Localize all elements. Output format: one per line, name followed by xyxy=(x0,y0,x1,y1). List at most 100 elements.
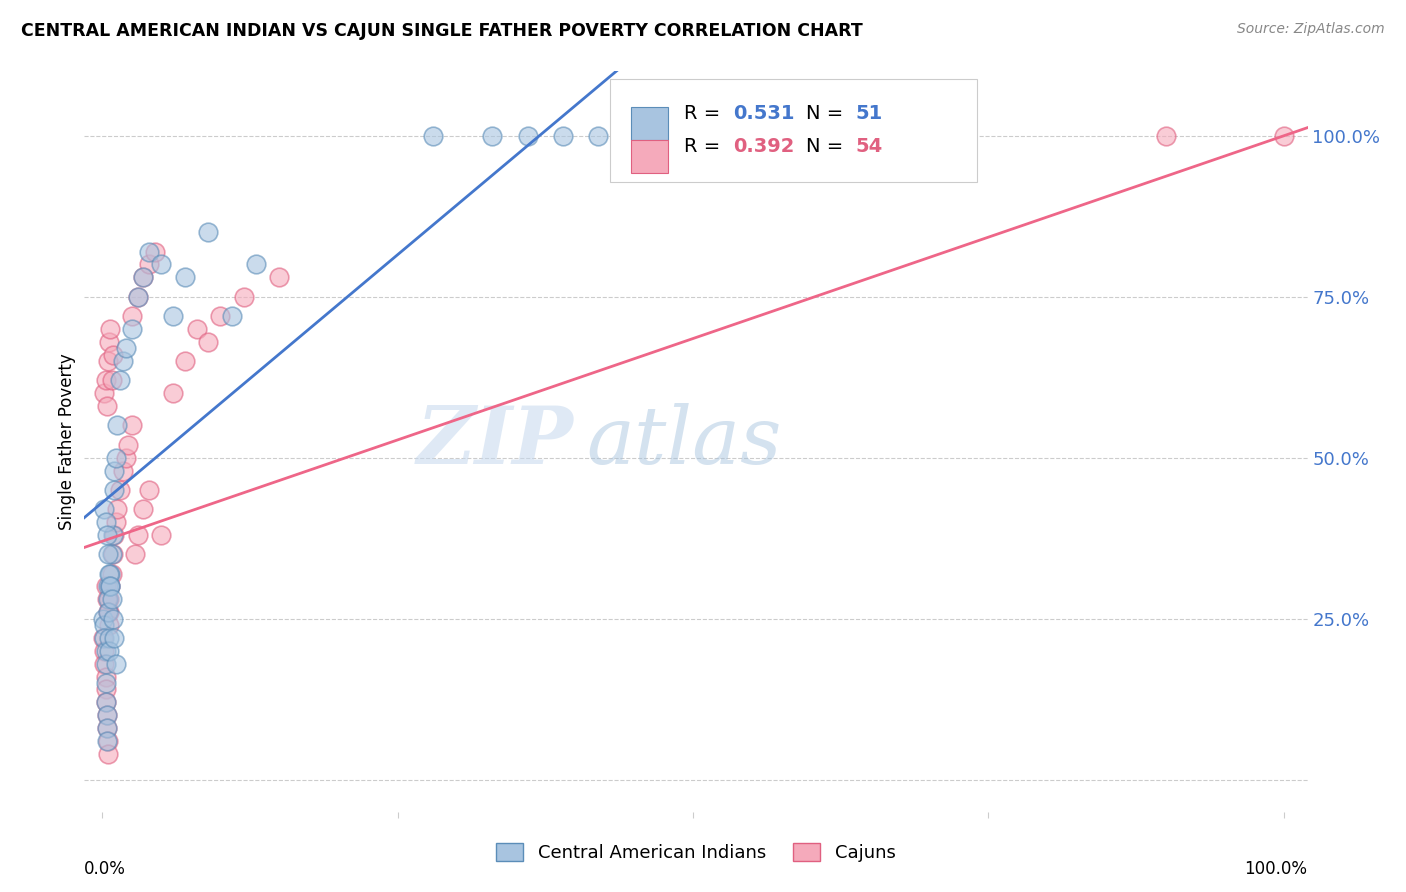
Point xyxy=(101,348,124,362)
Point xyxy=(121,418,143,433)
Point xyxy=(103,631,125,645)
Point xyxy=(98,579,121,593)
Point xyxy=(96,528,118,542)
Point xyxy=(98,566,121,581)
Point xyxy=(94,373,117,387)
Point xyxy=(186,322,208,336)
Point xyxy=(98,605,121,619)
Point xyxy=(93,386,115,401)
Point xyxy=(1272,128,1295,143)
Point xyxy=(94,669,117,683)
Text: R =: R = xyxy=(683,104,727,123)
Point xyxy=(97,547,120,561)
Point xyxy=(127,528,149,542)
Point xyxy=(94,682,117,697)
Point xyxy=(98,618,121,632)
Point xyxy=(112,354,135,368)
Point xyxy=(150,528,173,542)
Point xyxy=(112,463,135,477)
Point xyxy=(94,657,117,671)
Point xyxy=(143,244,166,259)
Point xyxy=(105,657,128,671)
Point xyxy=(173,354,195,368)
Text: N =: N = xyxy=(806,104,849,123)
Point xyxy=(100,373,122,387)
Point xyxy=(100,547,122,561)
Y-axis label: Single Father Poverty: Single Father Poverty xyxy=(58,353,76,530)
Point xyxy=(197,225,219,239)
Text: 0.392: 0.392 xyxy=(733,137,794,156)
Point xyxy=(103,463,125,477)
Text: 100.0%: 100.0% xyxy=(1244,860,1308,878)
Point xyxy=(97,605,120,619)
Point xyxy=(103,483,125,497)
Point xyxy=(97,592,120,607)
Point xyxy=(107,502,129,516)
Point xyxy=(132,502,155,516)
Point xyxy=(96,592,118,607)
Point xyxy=(91,611,114,625)
Point xyxy=(108,483,131,497)
Point xyxy=(162,386,184,401)
Point xyxy=(97,579,120,593)
Text: 54: 54 xyxy=(855,137,882,156)
Point xyxy=(117,438,139,452)
Point xyxy=(94,676,117,690)
Point xyxy=(96,708,118,723)
Point xyxy=(127,290,149,304)
Point xyxy=(97,354,120,368)
Point xyxy=(245,258,267,272)
Point xyxy=(98,579,121,593)
Point xyxy=(98,322,121,336)
Point xyxy=(96,721,118,735)
Point xyxy=(516,128,538,143)
Point xyxy=(1154,128,1177,143)
Point xyxy=(96,708,118,723)
Point xyxy=(269,270,291,285)
Point xyxy=(121,309,143,323)
Point xyxy=(124,547,146,561)
Point xyxy=(132,270,155,285)
Point xyxy=(97,605,120,619)
Point xyxy=(138,244,160,259)
Point xyxy=(94,515,117,529)
Point xyxy=(173,270,195,285)
Point xyxy=(93,502,115,516)
Point xyxy=(121,322,143,336)
Point xyxy=(588,128,610,143)
Point xyxy=(93,618,115,632)
Point xyxy=(96,721,118,735)
Legend: Central American Indians, Cajuns: Central American Indians, Cajuns xyxy=(489,836,903,870)
Point xyxy=(150,258,173,272)
Text: R =: R = xyxy=(683,137,727,156)
Point xyxy=(96,734,118,748)
Point xyxy=(98,644,121,658)
FancyBboxPatch shape xyxy=(610,78,977,183)
Point xyxy=(98,592,121,607)
Point xyxy=(138,483,160,497)
Point xyxy=(100,566,122,581)
Point xyxy=(127,290,149,304)
Point xyxy=(97,747,120,761)
Text: 0.0%: 0.0% xyxy=(84,860,127,878)
Text: CENTRAL AMERICAN INDIAN VS CAJUN SINGLE FATHER POVERTY CORRELATION CHART: CENTRAL AMERICAN INDIAN VS CAJUN SINGLE … xyxy=(21,22,863,40)
Point xyxy=(107,418,129,433)
Point xyxy=(98,334,121,349)
Point xyxy=(422,128,444,143)
Point xyxy=(98,566,121,581)
Point xyxy=(209,309,232,323)
Text: ZIP: ZIP xyxy=(416,403,574,480)
Point xyxy=(114,341,136,355)
Point xyxy=(162,309,184,323)
Point xyxy=(97,734,120,748)
Point xyxy=(114,450,136,465)
Text: 0.531: 0.531 xyxy=(733,104,794,123)
Point xyxy=(93,644,115,658)
Point xyxy=(138,258,160,272)
Text: Source: ZipAtlas.com: Source: ZipAtlas.com xyxy=(1237,22,1385,37)
Point xyxy=(101,528,124,542)
Point xyxy=(105,515,128,529)
Text: atlas: atlas xyxy=(586,403,782,480)
Point xyxy=(94,695,117,709)
Point xyxy=(481,128,503,143)
